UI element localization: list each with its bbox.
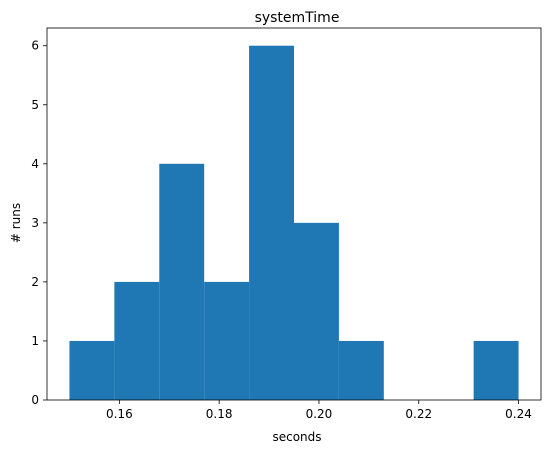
x-tick-label: 0.18: [206, 407, 233, 421]
y-ticks-group: 0 1 2 3 4 5 6: [31, 39, 47, 407]
histogram-bar: [204, 282, 249, 400]
histogram-bar: [294, 223, 339, 400]
y-tick-label: 2: [31, 275, 39, 289]
histogram-bar: [114, 282, 159, 400]
y-tick-label: 3: [31, 216, 39, 230]
histogram-bar: [159, 164, 204, 400]
y-tick-label: 5: [31, 98, 39, 112]
x-tick-label: 0.20: [306, 407, 333, 421]
x-tick-label: 0.24: [505, 407, 532, 421]
histogram-bar: [249, 46, 294, 400]
y-tick-label: 6: [31, 39, 39, 53]
y-axis-label: # runs: [9, 203, 23, 243]
y-tick-label: 4: [31, 157, 39, 171]
x-tick-label: 0.16: [106, 407, 133, 421]
x-ticks-group: 0.16 0.18 0.20 0.22 0.24: [106, 400, 532, 421]
histogram-bar: [69, 341, 114, 400]
histogram-bar: [474, 341, 519, 400]
bars-group: [69, 46, 518, 400]
x-axis-label: seconds: [272, 430, 321, 444]
y-tick-label: 1: [31, 334, 39, 348]
histogram-bar: [339, 341, 384, 400]
chart-title: systemTime: [255, 10, 340, 26]
y-tick-label: 0: [31, 393, 39, 407]
x-tick-label: 0.22: [405, 407, 432, 421]
